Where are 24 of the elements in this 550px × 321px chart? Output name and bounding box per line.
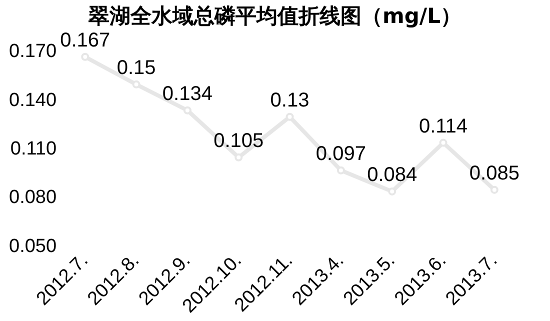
point [183, 106, 192, 114]
data-label: 0.167 [60, 29, 110, 52]
data-label: 0.105 [214, 130, 264, 152]
y-tick-label: 0.110 [10, 138, 57, 160]
point [490, 186, 498, 194]
data-label: 0.13 [270, 89, 310, 112]
data-label: 0.097 [316, 142, 366, 165]
y-tick-label: 0.080 [9, 187, 57, 208]
point [132, 80, 140, 88]
data-label: 0.084 [367, 164, 418, 186]
chart-title: 翠湖全水域总磷平均值折线图（mg/L） [88, 3, 462, 30]
data-label: 0.15 [116, 56, 156, 79]
point [336, 166, 345, 174]
data-label: 0.114 [418, 115, 468, 138]
data-label: 0.134 [162, 82, 212, 105]
point [286, 112, 294, 121]
y-tick-label: 0.050 [9, 236, 57, 257]
point [388, 187, 396, 196]
y-tick-label: 0.140 [9, 90, 57, 111]
point [81, 52, 90, 61]
y-tick-label: 0.170 [9, 41, 57, 62]
point [234, 153, 243, 162]
point [439, 138, 448, 147]
data-label: 0.085 [469, 162, 520, 184]
